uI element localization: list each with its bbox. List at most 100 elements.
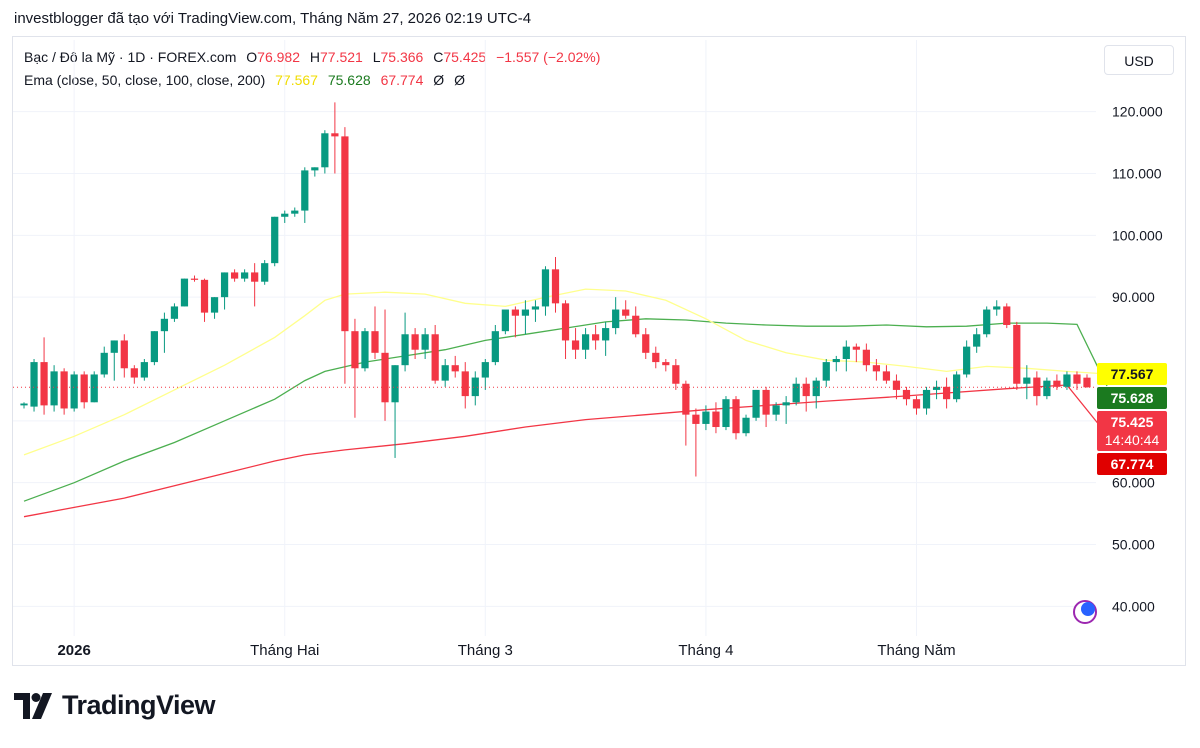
- y-tick-label: 120.000: [1112, 104, 1163, 120]
- tradingview-logo-icon: [14, 692, 52, 719]
- settings-icon[interactable]: [1073, 600, 1097, 624]
- candle: [281, 210, 289, 223]
- candle-body: [732, 399, 740, 434]
- candle-body: [662, 362, 670, 366]
- candle-body: [160, 318, 169, 332]
- candle-body: [782, 402, 790, 406]
- candle-body: [581, 334, 590, 350]
- y-tick-label: 110.000: [1112, 165, 1162, 181]
- candle: [451, 355, 459, 378]
- price-tag-value: 75.628: [1111, 390, 1154, 406]
- candle: [20, 402, 28, 409]
- candle: [872, 359, 881, 381]
- candle-body: [652, 352, 660, 363]
- candle: [852, 343, 860, 363]
- candle-body: [642, 334, 650, 353]
- candle-body: [421, 334, 429, 350]
- candle: [401, 312, 409, 372]
- candle: [60, 368, 68, 415]
- candle-body: [251, 272, 259, 282]
- candle: [1053, 374, 1061, 390]
- candle: [351, 318, 359, 418]
- candle: [571, 328, 580, 359]
- candle: [1043, 377, 1051, 400]
- candle-body: [40, 362, 48, 406]
- candle: [481, 359, 489, 390]
- candle-body: [541, 269, 550, 307]
- candle: [592, 324, 600, 350]
- candle: [371, 306, 379, 359]
- candle: [1033, 371, 1041, 406]
- candle-body: [531, 306, 540, 310]
- price-tag: 75.628: [1097, 387, 1167, 410]
- candle: [612, 297, 620, 335]
- price-tag-value: 67.774: [1111, 456, 1154, 472]
- candles: [20, 102, 1091, 477]
- candle-body: [912, 399, 921, 409]
- x-tick-label: 2026: [57, 642, 90, 659]
- ema-label[interactable]: Ema (close, 50, close, 100, close, 200): [24, 72, 266, 88]
- candle-body: [842, 346, 850, 359]
- candle-body: [1013, 324, 1021, 384]
- currency-button[interactable]: USD: [1104, 45, 1174, 75]
- candle-body: [742, 417, 750, 434]
- candle: [782, 396, 790, 424]
- candle: [321, 130, 329, 174]
- candle-body: [100, 352, 108, 375]
- candle: [441, 359, 449, 387]
- candle-body: [1063, 374, 1071, 387]
- candle-body: [692, 414, 700, 424]
- candle: [421, 328, 429, 359]
- candle-body: [321, 133, 329, 168]
- candle-body: [361, 331, 369, 369]
- candle-body: [471, 377, 479, 397]
- candle-body: [1083, 377, 1091, 388]
- candle-body: [170, 306, 179, 319]
- candle: [912, 396, 921, 415]
- candle: [531, 300, 540, 322]
- ema100-line: [23, 318, 1108, 502]
- ohlc-legend: Bạc / Đô la Mỹ · 1D · FOREX.com O76.982 …: [24, 49, 606, 65]
- candle: [973, 328, 981, 353]
- candle: [692, 408, 700, 477]
- candle: [812, 377, 820, 409]
- candle: [130, 365, 138, 384]
- candle-body: [401, 334, 409, 366]
- candle: [652, 346, 660, 369]
- ema50-line: [23, 288, 1108, 456]
- candle-body: [602, 328, 610, 341]
- candle: [341, 127, 349, 384]
- candle: [752, 389, 760, 421]
- candle: [271, 216, 279, 267]
- candle: [331, 102, 339, 174]
- candle-body: [942, 386, 951, 400]
- candle: [792, 377, 800, 406]
- y-tick-label: 50.000: [1112, 537, 1155, 553]
- candle-body: [622, 309, 630, 316]
- candle: [932, 380, 941, 400]
- x-axis: 2026 Tháng Hai Tháng 3 Tháng 4 Tháng Năm: [57, 642, 955, 659]
- candle-body: [973, 334, 981, 347]
- x-tick-label: Tháng 4: [678, 642, 733, 659]
- y-tick-label: 90.000: [1112, 289, 1155, 305]
- candle: [702, 405, 710, 431]
- candle-body: [832, 359, 840, 363]
- candle: [361, 328, 369, 372]
- candle-body: [1033, 377, 1041, 397]
- candle-body: [862, 349, 870, 366]
- candle: [120, 334, 128, 378]
- candle-body: [772, 405, 780, 415]
- candle: [983, 306, 991, 338]
- chart-byline: investblogger đã tạo với TradingView.com…: [14, 10, 532, 27]
- candle-body: [1003, 306, 1011, 325]
- price-tag-bg: [1097, 453, 1167, 476]
- candle: [491, 324, 499, 366]
- candle-body: [351, 331, 359, 369]
- symbol-label[interactable]: Bạc / Đô la Mỹ · 1D · FOREX.com: [24, 49, 237, 65]
- candle-body: [702, 411, 710, 424]
- candle: [1013, 321, 1021, 390]
- candle: [1073, 371, 1081, 390]
- candle: [210, 297, 219, 319]
- candle-body: [411, 334, 419, 350]
